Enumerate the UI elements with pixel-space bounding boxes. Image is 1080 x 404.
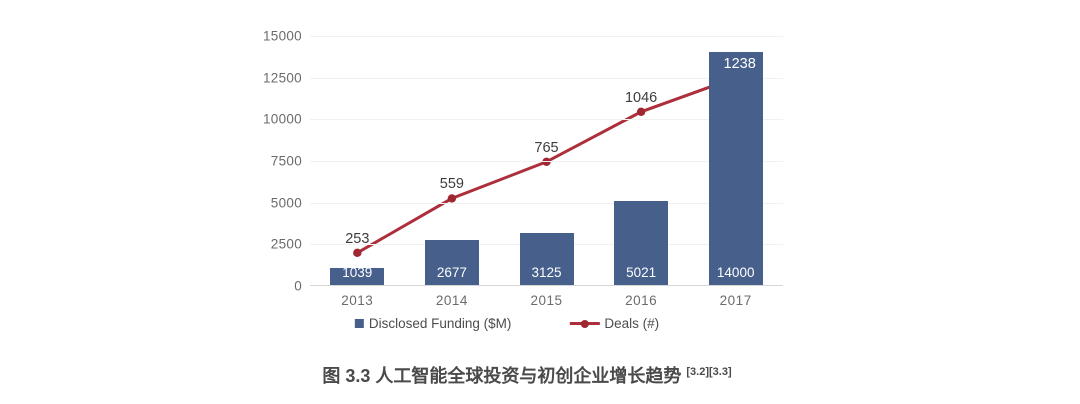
plot-area: 1039 2013 2677 2014 3125 2015 5021 2016 14000 201… [310, 36, 783, 308]
x-axis-tick-label-2013: 2013 [341, 293, 374, 308]
deals-point-marker [447, 194, 457, 203]
y-axis-tick-label: 5000 [270, 195, 302, 211]
funding-bar-value-label: 1039 [342, 265, 373, 280]
funding-bar-value-label: 14000 [716, 265, 755, 280]
x-axis-tick-label-2016: 2016 [625, 293, 658, 308]
funding-bar-2014 [424, 240, 479, 285]
deals-point-value-label: 559 [439, 176, 464, 193]
legend-funding-label: Disclosed Funding ($M) [368, 316, 512, 331]
legend-item-funding: Disclosed Funding ($M) [354, 316, 512, 331]
caption-reference-marks: [3.2][3.3] [686, 366, 732, 378]
deals-point-marker [353, 248, 362, 258]
figure-caption: 图 3.3 人工智能全球投资与初创企业增长趋势 [3.2][3.3] [322, 362, 731, 388]
y-axis-tick-label: 10000 [262, 111, 302, 127]
y-axis-tick-label: 7500 [270, 153, 302, 169]
deals-line-swatch-icon [569, 319, 600, 328]
y-axis-tick-labels: 0 2500 5000 7500 10000 12500 15000 [0, 29, 302, 294]
deals-point-value-label: 253 [345, 230, 370, 247]
deals-point-marker [636, 107, 646, 117]
funding-bar-2017 [708, 51, 763, 285]
legend: Disclosed Funding ($M) Deals (#) [354, 316, 659, 331]
x-axis-tick-label-2014: 2014 [435, 293, 468, 308]
funding-bar-swatch-icon [354, 319, 364, 328]
funding-bar-2013 [330, 267, 385, 285]
h-gridline [310, 77, 783, 79]
h-gridline [310, 36, 783, 37]
y-axis-tick-label: 15000 [262, 28, 302, 44]
funding-bar-value-label: 3125 [531, 265, 562, 280]
x-axis-tick-label-2015: 2015 [530, 293, 563, 308]
x-axis-line [310, 285, 783, 286]
y-axis-tick-label: 2500 [270, 236, 302, 252]
legend-deals-label: Deals (#) [604, 316, 660, 331]
funding-bar-value-label: 2677 [436, 265, 467, 280]
deals-point-value-label: 765 [534, 139, 559, 156]
funding-bar-value-label: 5021 [626, 265, 657, 280]
h-gridline [310, 202, 783, 204]
legend-item-deals: Deals (#) [569, 316, 659, 331]
deals-point-value-label: 1046 [624, 89, 658, 106]
y-axis-tick-label: 12500 [262, 70, 302, 86]
funding-bar-2016 [614, 201, 669, 285]
y-axis-tick-label: 0 [294, 278, 302, 294]
h-gridline [310, 161, 783, 162]
funding-bar-2015 [519, 232, 574, 285]
h-gridline [310, 119, 783, 121]
caption-text: 图 3.3 人工智能全球投资与初创企业增长趋势 [322, 366, 682, 386]
deals-point-value-label: 1238 [723, 55, 756, 72]
x-axis-tick-label-2017: 2017 [719, 293, 752, 308]
